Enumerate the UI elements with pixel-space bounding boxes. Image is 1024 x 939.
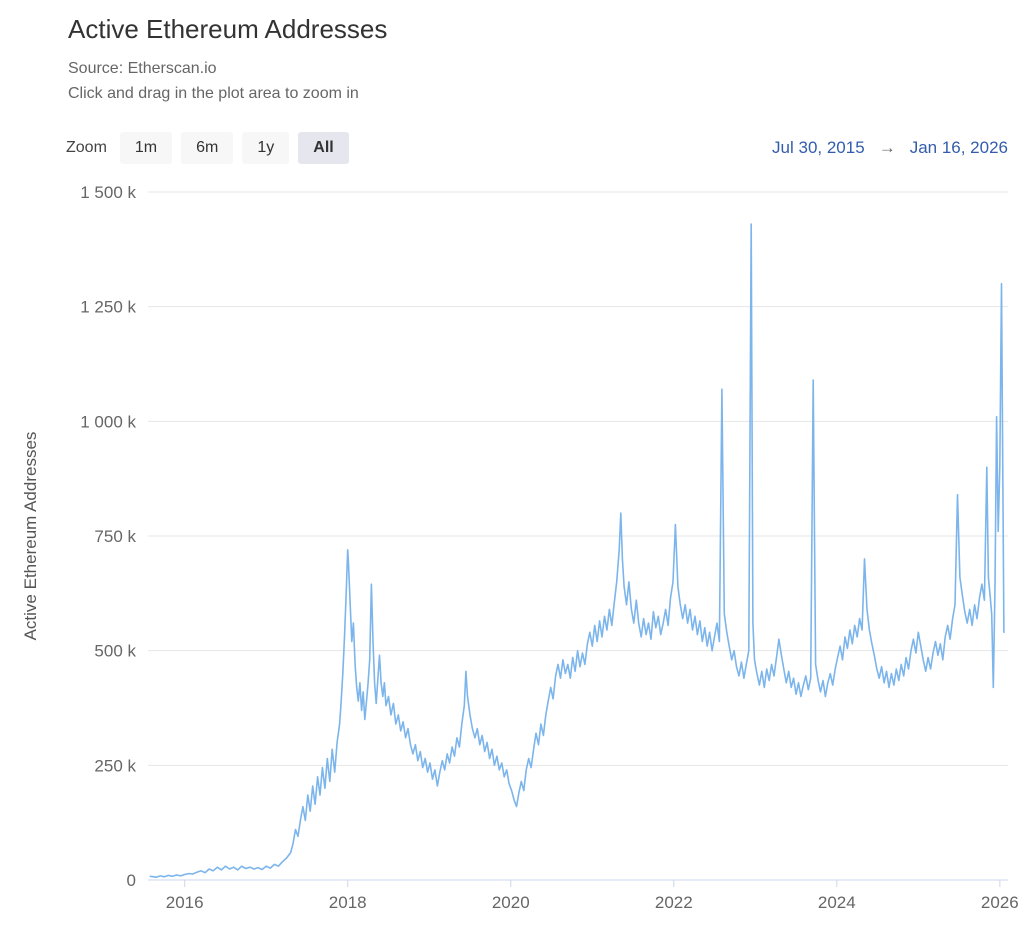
y-axis-tick-label: 0 bbox=[127, 871, 136, 890]
range-arrow-icon: → bbox=[878, 138, 896, 157]
subtitle-hint: Click and drag in the plot area to zoom … bbox=[68, 85, 359, 102]
y-axis-tick-label: 1 000 k bbox=[80, 412, 136, 431]
subtitle-source: Source: Etherscan.io bbox=[68, 60, 217, 77]
x-axis-tick-label: 2016 bbox=[166, 893, 204, 912]
y-axis-tick-label: 750 k bbox=[94, 527, 136, 546]
page-title: Active Ethereum Addresses bbox=[68, 14, 388, 44]
y-axis-tick-label: 1 500 k bbox=[80, 183, 136, 202]
range-end-date[interactable]: Jan 16, 2026 bbox=[909, 138, 1008, 157]
x-axis-tick-label: 2026 bbox=[981, 893, 1019, 912]
zoom-button-1y[interactable]: 1y bbox=[242, 132, 290, 164]
plot-area[interactable] bbox=[148, 192, 1008, 880]
range-start-date[interactable]: Jul 30, 2015 bbox=[772, 138, 865, 157]
x-axis-tick-label: 2020 bbox=[492, 893, 530, 912]
zoom-button-6m[interactable]: 6m bbox=[181, 132, 234, 164]
y-axis-title: Active Ethereum Addresses bbox=[21, 432, 40, 641]
x-axis-tick-label: 2022 bbox=[655, 893, 693, 912]
zoom-button-all[interactable]: All bbox=[298, 132, 349, 164]
x-axis-tick-label: 2024 bbox=[818, 893, 856, 912]
zoom-button-1m[interactable]: 1m bbox=[119, 132, 173, 164]
y-axis-tick-label: 500 k bbox=[94, 642, 136, 661]
y-axis-tick-label: 1 250 k bbox=[80, 298, 136, 317]
date-range-selector: Jul 30, 2015 → Jan 16, 2026 bbox=[772, 138, 1008, 158]
y-axis-tick-label: 250 k bbox=[94, 756, 136, 775]
zoom-controls: Zoom 1m 6m 1y All bbox=[66, 132, 349, 164]
zoom-label: Zoom bbox=[66, 139, 107, 156]
series-line bbox=[149, 223, 1005, 879]
x-axis-tick-label: 2018 bbox=[329, 893, 367, 912]
